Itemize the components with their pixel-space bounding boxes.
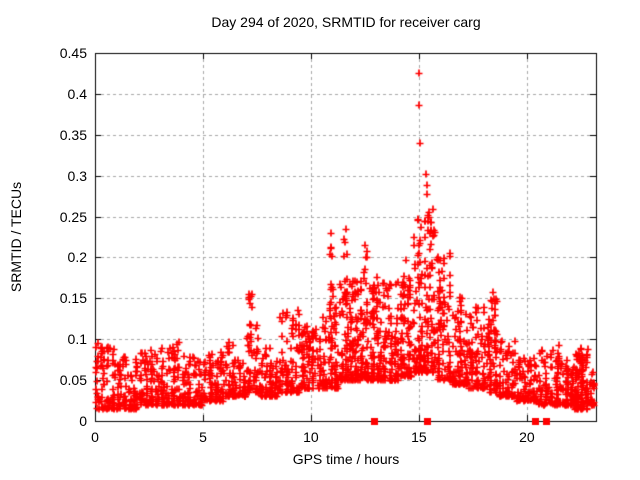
y-tick-label: 0.4	[67, 85, 87, 102]
y-tick-label: 0.05	[59, 372, 87, 389]
y-axis-label: SRMTID / TECUs	[8, 181, 24, 293]
x-tick-label: 20	[519, 429, 535, 445]
y-tick-label: 0.25	[59, 208, 87, 225]
y-tick-label: 0.1	[67, 331, 87, 348]
y-tick-label: 0	[79, 413, 87, 429]
y-tick-label: 0.2	[67, 249, 87, 266]
y-tick-label: 0.45	[59, 45, 87, 61]
x-axis-label: GPS time / hours	[292, 451, 400, 467]
y-tick-label: 0.3	[67, 167, 87, 184]
y-tick-label: 0.35	[59, 126, 87, 143]
x-tick-label: 15	[411, 429, 427, 445]
x-tick-label: 0	[91, 429, 99, 445]
x-tick-label: 5	[199, 429, 207, 445]
x-tick-label: 10	[303, 429, 319, 445]
chart-title: Day 294 of 2020, SRMTID for receiver car…	[211, 14, 481, 30]
y-tick-label: 0.15	[59, 290, 87, 307]
